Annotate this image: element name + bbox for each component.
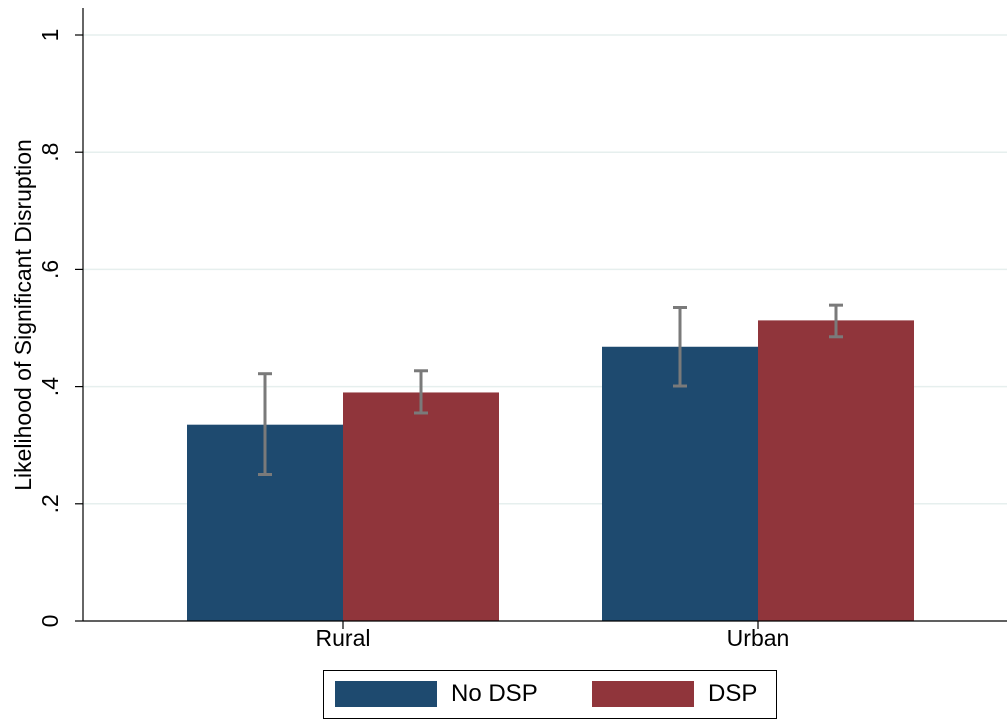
- x-tick-label: Rural: [316, 625, 371, 651]
- bar: [758, 320, 914, 621]
- error-bar: [258, 372, 272, 476]
- error-bar: [673, 305, 687, 388]
- bars: [187, 320, 914, 621]
- error-bar: [414, 369, 428, 415]
- bar: [602, 346, 758, 621]
- bar: [343, 392, 499, 621]
- legend-swatch-no-dsp: [335, 681, 437, 707]
- y-tick-label: .8: [37, 143, 63, 162]
- legend: No DSP DSP: [323, 670, 777, 719]
- legend-item-dsp: DSP: [592, 681, 757, 707]
- y-tick-label: .2: [37, 494, 63, 513]
- x-tick-label: Urban: [727, 625, 790, 651]
- y-axis-ticks: 0 .2 .4 .6 .8 1: [37, 29, 83, 628]
- y-axis-label: Likelihood of Significant Disruption: [10, 139, 36, 491]
- y-tick-label: 1: [37, 29, 63, 42]
- legend-label-dsp: DSP: [708, 680, 758, 707]
- legend-swatch-dsp: [592, 681, 694, 707]
- y-tick-label: .6: [37, 260, 63, 279]
- error-bars: [258, 303, 843, 476]
- error-bar: [829, 303, 843, 339]
- y-tick-label: 0: [37, 615, 63, 628]
- legend-label-no-dsp: No DSP: [451, 680, 538, 707]
- legend-item-no-dsp: No DSP: [335, 681, 538, 707]
- y-tick-label: .4: [37, 377, 63, 396]
- x-axis-ticks: Rural Urban: [316, 621, 790, 651]
